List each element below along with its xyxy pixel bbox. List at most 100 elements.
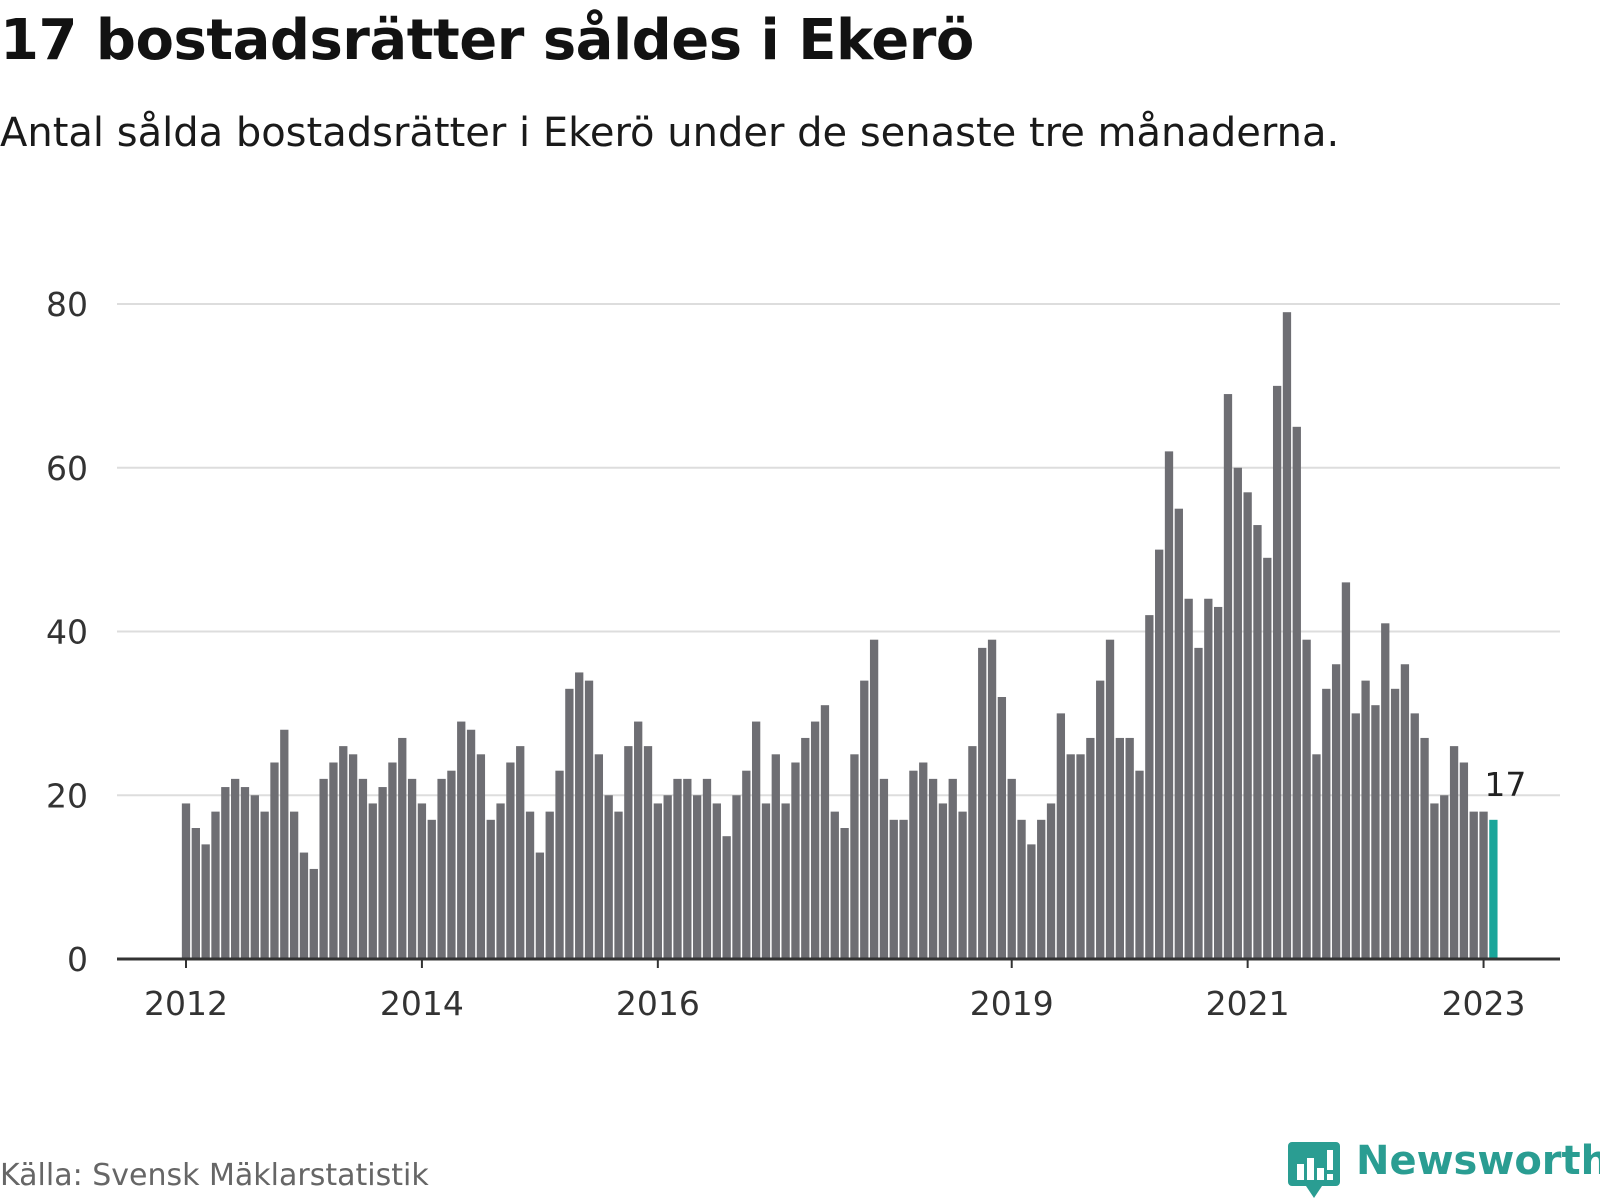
bar [712, 803, 721, 959]
bar [545, 811, 554, 959]
bar [1449, 746, 1459, 959]
y-tick-label: 20 [46, 776, 88, 815]
bar [1223, 394, 1233, 959]
bar [358, 778, 368, 959]
bars [181, 312, 1498, 959]
bar [476, 754, 486, 959]
bar [624, 746, 633, 959]
bar [388, 762, 397, 959]
bar [348, 754, 358, 959]
bar [398, 737, 407, 959]
brand-name: Newsworthy [1356, 1138, 1600, 1184]
bar [1125, 737, 1134, 959]
bar [1479, 811, 1488, 959]
bar [919, 762, 928, 959]
bar [231, 778, 240, 959]
bar [978, 647, 987, 959]
bar [1430, 803, 1439, 959]
bar [221, 787, 230, 959]
bar [1056, 713, 1066, 959]
bar [1292, 426, 1301, 959]
bar [850, 754, 859, 959]
bar [496, 803, 505, 959]
bar [781, 803, 790, 959]
bar [820, 705, 830, 959]
x-tick-label: 2012 [144, 984, 228, 1023]
bar [663, 795, 672, 959]
bar [1263, 557, 1272, 959]
chart-subtitle: Antal sålda bostadsrätter i Ekerö under … [0, 110, 1340, 156]
bar [1410, 713, 1419, 959]
newsworthy-logo-icon [1288, 1142, 1340, 1198]
bar [614, 811, 623, 959]
bar [565, 688, 574, 959]
bar [958, 811, 967, 959]
bar [643, 746, 653, 959]
bar [879, 778, 889, 959]
x-tick-label: 2014 [380, 984, 464, 1023]
bar [869, 639, 879, 959]
y-tick-label: 80 [46, 285, 88, 324]
chart-title: 17 bostadsrätter såldes i Ekerö [0, 8, 974, 73]
bar [968, 746, 977, 959]
bar [909, 770, 918, 959]
bar [830, 811, 839, 959]
bar [693, 795, 702, 959]
bar [211, 811, 220, 959]
bar [928, 778, 938, 959]
y-tick-label: 60 [46, 449, 88, 488]
bar [1322, 688, 1331, 959]
bar [289, 811, 299, 959]
bar [1361, 680, 1370, 959]
bar [860, 680, 869, 959]
bar [938, 803, 948, 959]
bar [1096, 680, 1105, 959]
bar [604, 795, 613, 959]
bar [771, 754, 780, 959]
highlight-bar [1489, 819, 1498, 959]
bar [1253, 525, 1262, 959]
bar [634, 721, 643, 959]
bar [1214, 606, 1223, 959]
bar [1164, 451, 1174, 959]
bar [584, 680, 594, 959]
bar [1282, 312, 1292, 959]
bar [1371, 705, 1380, 959]
bar [486, 819, 495, 959]
bar [250, 795, 259, 959]
bar [457, 721, 466, 959]
bar [840, 828, 849, 959]
bar [1115, 737, 1124, 959]
bar [673, 778, 682, 959]
bar [810, 721, 820, 959]
bar [1194, 647, 1203, 959]
bar [987, 639, 997, 959]
bar [1469, 811, 1478, 959]
bar [1037, 819, 1046, 959]
bar [751, 721, 761, 959]
y-tick-label: 0 [67, 940, 88, 979]
bar [1204, 598, 1213, 959]
bar [1312, 754, 1321, 959]
bar [427, 819, 436, 959]
bar [1459, 762, 1469, 959]
bar [339, 746, 348, 959]
bar [1086, 737, 1095, 959]
bar [191, 828, 200, 959]
bar [594, 754, 604, 959]
bar [653, 803, 662, 959]
bar [437, 778, 446, 959]
bar [1184, 598, 1193, 959]
bar [1302, 639, 1311, 959]
x-tick-label: 2023 [1442, 984, 1526, 1023]
bar [732, 795, 741, 959]
bar [702, 778, 712, 959]
x-tick-label: 2016 [616, 984, 700, 1023]
bar [575, 672, 584, 959]
bar [407, 778, 417, 959]
x-tick-label: 2019 [970, 984, 1054, 1023]
bar [1105, 639, 1115, 959]
bar [417, 803, 427, 959]
highlight-value-label: 17 [1484, 765, 1526, 804]
bar [1233, 467, 1242, 959]
